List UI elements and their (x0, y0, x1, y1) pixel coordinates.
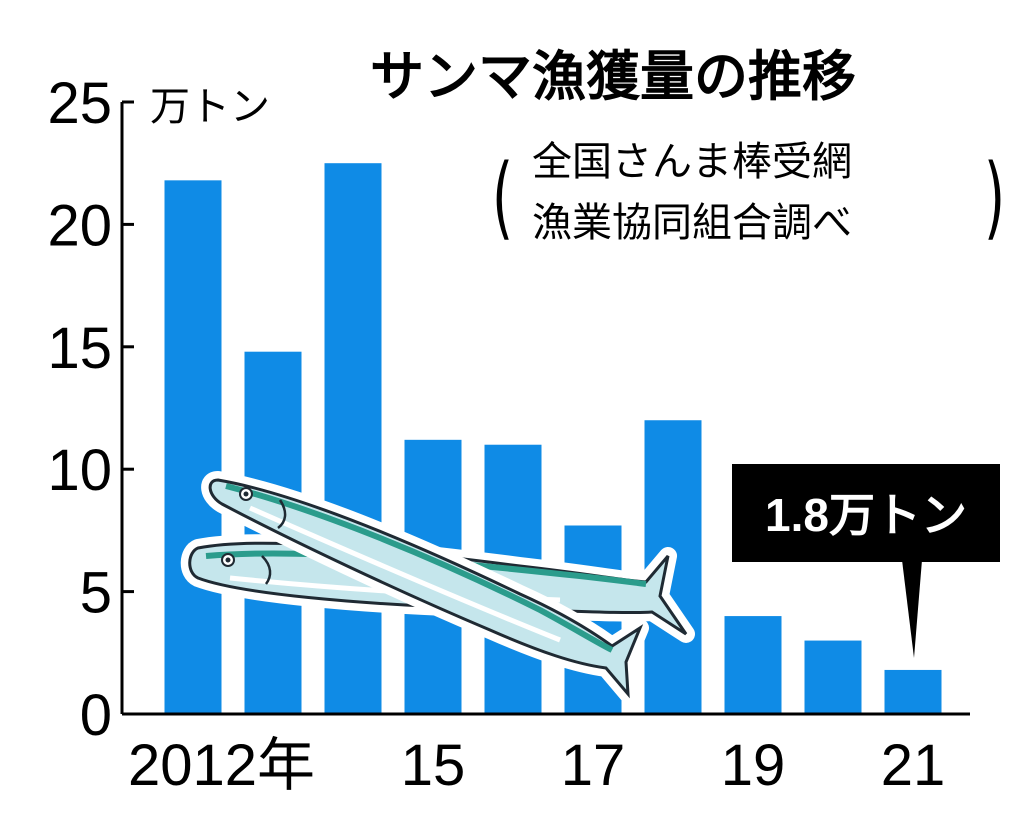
callout-box (732, 464, 1000, 562)
source-close-paren: ) (984, 144, 1005, 250)
callout-label: 1.8万トン (765, 489, 967, 541)
source-line-2: 漁業協同組合調べ (532, 200, 852, 246)
y-tick-label: 20 (47, 193, 112, 258)
chart-title: サンマ漁獲量の推移 (370, 45, 856, 108)
y-tick-label: 0 (80, 683, 112, 748)
y-tick-label: 15 (47, 316, 112, 381)
source-open-paren: ( (492, 144, 513, 250)
y-tick-label: 10 (47, 438, 112, 503)
callout-pointer (902, 560, 922, 658)
source-note: ( 全国さんま棒受網 漁業協同組合調べ ) (492, 139, 1005, 250)
bar-2012 (164, 180, 222, 714)
callout-2021: 1.8万トン (732, 464, 1000, 658)
y-tick-label: 25 (47, 71, 112, 136)
y-axis (120, 100, 134, 716)
x-tick-label: 19 (721, 733, 786, 798)
bar-2014 (324, 163, 382, 714)
y-tick-labels: 0 5 10 15 20 25 (47, 71, 112, 748)
bar-2020 (804, 640, 862, 714)
y-tick-label: 5 (80, 561, 112, 626)
saury-fish-upper (201, 471, 649, 703)
y-unit-label: 万トン (150, 84, 270, 130)
bar-2021 (884, 669, 942, 714)
x-tick-label: 21 (881, 733, 946, 798)
source-line-1: 全国さんま棒受網 (532, 139, 852, 185)
x-tick-label: 15 (401, 733, 466, 798)
x-tick-label: 17 (561, 733, 626, 798)
saury-fish-illustration (180, 471, 695, 703)
x-tick-label: 2012年 (128, 733, 315, 798)
bar-2019 (724, 616, 782, 714)
x-tick-labels: 2012年 15 17 19 21 (128, 733, 945, 798)
